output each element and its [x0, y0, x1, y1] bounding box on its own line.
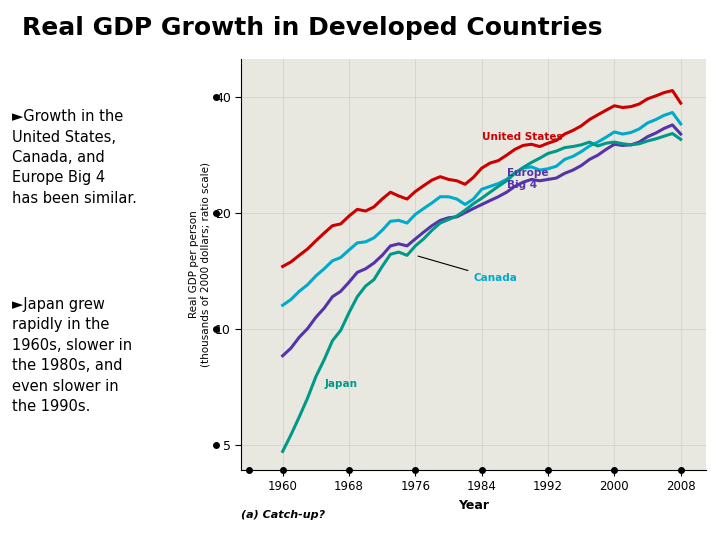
Text: (a) Catch-up?: (a) Catch-up?	[241, 510, 325, 521]
Text: Canada: Canada	[418, 256, 517, 284]
Text: Real GDP Growth in Developed Countries: Real GDP Growth in Developed Countries	[22, 16, 602, 40]
X-axis label: Year: Year	[458, 499, 489, 512]
Text: Japan: Japan	[324, 379, 357, 389]
Text: ►Japan grew
rapidly in the
1960s, slower in
the 1980s, and
even slower in
the 19: ►Japan grew rapidly in the 1960s, slower…	[12, 297, 132, 414]
Y-axis label: Real GDP per person
(thousands of 2000 dollars; ratio scale): Real GDP per person (thousands of 2000 d…	[189, 162, 211, 367]
Text: United States: United States	[482, 132, 562, 141]
Text: ►Growth in the
United States,
Canada, and
Europe Big 4
has been similar.: ►Growth in the United States, Canada, an…	[12, 109, 136, 206]
Text: Europe
Big 4: Europe Big 4	[507, 168, 548, 190]
